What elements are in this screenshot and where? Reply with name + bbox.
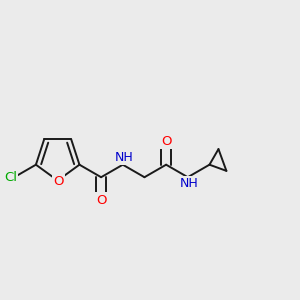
Text: O: O [96,194,106,206]
Text: NH: NH [114,152,133,164]
Text: O: O [161,135,171,148]
Text: Cl: Cl [4,171,17,184]
Text: O: O [53,175,64,188]
Text: NH: NH [179,177,198,190]
